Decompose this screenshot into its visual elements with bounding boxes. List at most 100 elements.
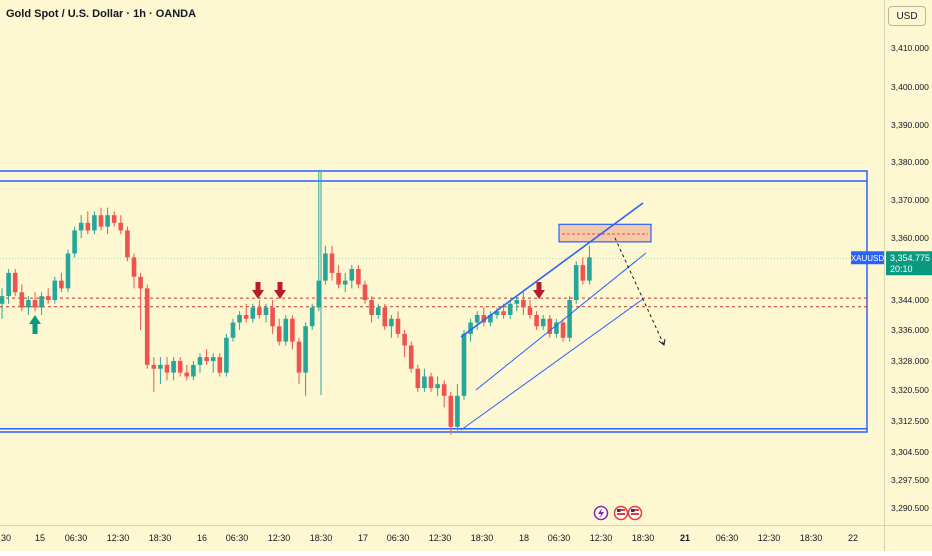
- candle-body: [32, 300, 38, 308]
- candle-body: [422, 376, 427, 389]
- price-tick-label: 3,400.000: [891, 82, 929, 92]
- price-tick-label: 3,312.500: [891, 416, 929, 426]
- candle-body: [125, 230, 130, 258]
- flash-event-icon[interactable]: [593, 505, 609, 521]
- candle: [78, 215, 84, 238]
- candle-body: [290, 318, 295, 342]
- candle: [19, 284, 25, 312]
- channel-bottom-line[interactable]: [460, 298, 644, 431]
- candle-body: [527, 307, 533, 315]
- candle-body: [111, 215, 117, 223]
- time-axis[interactable]: 30 15 06:30 12:30 18:30 16 06:30 12:30 18:30 17 06…: [0, 525, 884, 551]
- price-tick-label: 3,297.500: [891, 475, 929, 485]
- candle: [474, 311, 480, 330]
- time-tick-label: 12:30: [590, 533, 613, 543]
- range-box-outer[interactable]: [0, 170, 868, 433]
- candle-body: [224, 337, 229, 373]
- bar-countdown: 20:10: [890, 264, 913, 274]
- candle: [237, 311, 242, 330]
- sell-signal-arrow: [274, 282, 286, 299]
- candle-body: [342, 280, 348, 285]
- candle: [217, 353, 223, 377]
- sell-signal-arrow: [533, 282, 545, 299]
- candle-body: [98, 215, 104, 227]
- candle: [573, 261, 579, 304]
- candle: [389, 315, 394, 338]
- candle: [560, 318, 566, 342]
- candle: [408, 341, 414, 373]
- candle: [303, 322, 308, 396]
- candle-body: [468, 322, 473, 334]
- time-tick-label: 12:30: [758, 533, 781, 543]
- price-tick-label: 3,360.000: [891, 233, 929, 243]
- candle-body: [78, 222, 84, 231]
- candle: [422, 368, 427, 392]
- candle: [204, 349, 209, 365]
- us-flag-event-icon[interactable]: [627, 505, 643, 521]
- candle: [92, 211, 97, 235]
- candle-body: [92, 215, 97, 231]
- candle-body: [507, 303, 513, 315]
- currency-button[interactable]: USD: [888, 6, 926, 26]
- candle-body: [184, 372, 190, 377]
- candle-body: [39, 296, 44, 308]
- candle: [131, 253, 137, 289]
- candle: [224, 333, 229, 377]
- candle: [65, 249, 71, 293]
- time-tick-label: 17: [358, 533, 368, 543]
- candle: [12, 269, 18, 297]
- candle: [118, 215, 124, 235]
- time-tick-label: 15: [35, 533, 45, 543]
- candle: [488, 311, 493, 327]
- price-plot[interactable]: XAUUSD: [0, 0, 884, 525]
- candle-body: [408, 345, 414, 369]
- candle: [191, 361, 196, 381]
- candle-body: [534, 315, 539, 327]
- candle-body: [428, 376, 434, 389]
- candle: [554, 318, 559, 338]
- candle-body: [52, 280, 58, 300]
- us-flag-event-icon[interactable]: [613, 505, 629, 521]
- price-tick-label: 3,336.000: [891, 325, 929, 335]
- candle-body: [217, 357, 223, 373]
- candle: [382, 303, 388, 330]
- candle-body: [316, 280, 322, 308]
- candle: [144, 284, 150, 369]
- candle-body: [540, 318, 546, 327]
- candle-body: [12, 272, 18, 293]
- price-axis[interactable]: 3,410.000 3,400.000 3,390.000 3,380.000 3,37…: [884, 0, 932, 525]
- time-axis-labels: 30 15 06:30 12:30 18:30 16 06:30 12:30 18:30 17 06…: [1, 533, 858, 543]
- time-tick-label: 06:30: [65, 533, 88, 543]
- candle-body: [191, 364, 196, 377]
- candle-body: [296, 341, 302, 373]
- time-tick-label: 06:30: [226, 533, 249, 543]
- sell-signal-arrow: [252, 282, 264, 299]
- candle: [435, 376, 440, 396]
- price-tick-label: 3,380.000: [891, 157, 929, 167]
- price-tick-label: 3,390.000: [891, 120, 929, 130]
- channel-mid-line[interactable]: [475, 252, 647, 391]
- candle: [270, 300, 275, 334]
- candle: [540, 315, 546, 330]
- last-price-tag-bg: [886, 251, 932, 276]
- candle-body: [230, 322, 236, 338]
- candle-body: [514, 300, 520, 304]
- projection-dashed-arrow[interactable]: [614, 237, 665, 346]
- candle-body: [303, 326, 308, 373]
- candle-body: [250, 307, 256, 319]
- channel-top-line[interactable]: [460, 202, 644, 338]
- candle: [177, 357, 183, 377]
- projection-arrow-head: [658, 338, 666, 346]
- candle-body: [263, 307, 269, 315]
- candle-body: [204, 357, 209, 361]
- candle-body: [59, 280, 64, 289]
- candle-body: [144, 288, 150, 365]
- candle: [263, 303, 269, 323]
- symbol-tag[interactable]: XAUUSD: [851, 251, 884, 265]
- candle: [164, 357, 170, 381]
- candle-body: [158, 364, 163, 369]
- supply-zone-box[interactable]: [558, 223, 652, 243]
- candle: [125, 226, 130, 262]
- candle: [323, 245, 328, 285]
